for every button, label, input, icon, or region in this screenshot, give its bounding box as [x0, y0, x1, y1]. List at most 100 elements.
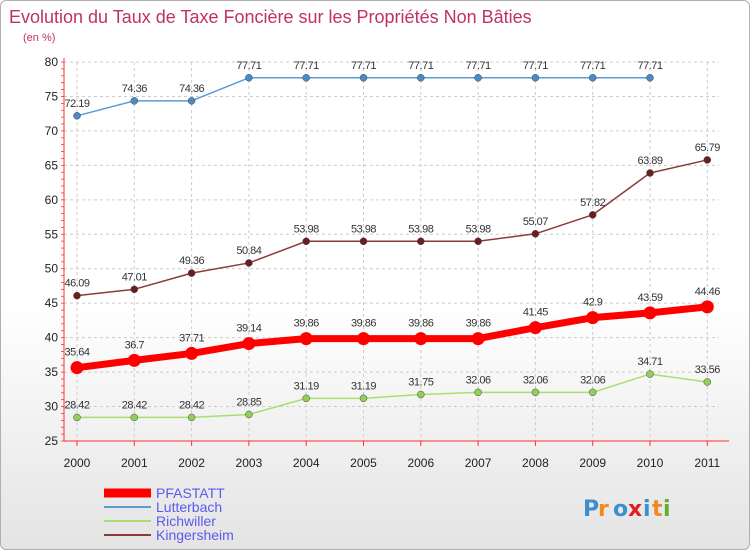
series-line-pfastatt	[73, 303, 711, 372]
point-pfastatt	[643, 306, 657, 320]
point-pfastatt	[357, 332, 370, 346]
logo-letter: P	[583, 497, 599, 522]
proxiti-logo: Pr o x i t i	[583, 497, 671, 522]
data-label-richwiller: 31.19	[351, 380, 376, 392]
point-kingersheim	[245, 259, 253, 267]
data-label-lutterbach: 74.36	[179, 83, 204, 95]
point-richwiller	[646, 370, 654, 378]
y-tick-label: 55	[45, 227, 59, 241]
data-label-kingersheim: 53.98	[294, 223, 319, 235]
data-label-pfastatt: 36.7	[125, 339, 145, 351]
data-label-lutterbach: 77.71	[466, 60, 491, 72]
y-tick-label: 30	[45, 400, 59, 414]
point-richwiller	[245, 410, 253, 419]
point-lutterbach	[646, 74, 654, 82]
data-label-pfastatt: 35.64	[64, 347, 89, 359]
point-kingersheim	[130, 285, 139, 294]
x-tick-label: 2006	[407, 456, 434, 470]
data-label-richwiller: 32.06	[466, 374, 491, 386]
data-label-pfastatt: 43.59	[637, 292, 662, 304]
point-lutterbach	[474, 74, 482, 82]
point-pfastatt	[528, 321, 542, 335]
logo-letter: i	[643, 497, 651, 522]
legend-label-lutterbach: Lutterbach	[156, 499, 222, 515]
x-tick-label: 2010	[637, 456, 664, 470]
series-group	[70, 74, 714, 422]
y-tick-label: 65	[45, 158, 59, 172]
data-label-lutterbach: 77.71	[523, 60, 548, 72]
point-richwiller	[73, 413, 81, 422]
data-label-richwiller: 34.71	[637, 356, 662, 368]
point-kingersheim	[646, 169, 654, 177]
data-label-lutterbach: 77.71	[408, 60, 433, 72]
point-lutterbach	[245, 74, 253, 82]
data-label-lutterbach: 72.19	[64, 98, 89, 110]
point-richwiller	[474, 388, 482, 397]
data-label-kingersheim: 55.07	[523, 216, 548, 228]
data-label-richwiller: 31.19	[294, 380, 319, 392]
data-label-kingersheim: 49.36	[179, 255, 204, 267]
point-kingersheim	[588, 211, 597, 219]
point-richwiller	[302, 394, 310, 403]
point-kingersheim	[703, 156, 712, 164]
point-richwiller	[588, 388, 597, 397]
point-pfastatt	[185, 346, 199, 360]
data-label-kingersheim: 57.82	[580, 197, 605, 209]
data-label-kingersheim: 50.84	[236, 245, 261, 257]
x-tick-label: 2003	[236, 456, 263, 470]
x-tick-label: 2009	[579, 456, 606, 470]
data-label-pfastatt: 39.86	[351, 318, 376, 330]
x-tick-label: 2008	[522, 456, 549, 470]
y-tick-label: 80	[45, 55, 59, 69]
point-pfastatt	[299, 332, 313, 346]
point-pfastatt	[471, 332, 485, 346]
legend-label-richwiller: Richwiller	[156, 513, 216, 529]
y-tick-label: 75	[45, 89, 59, 103]
point-lutterbach	[73, 112, 81, 120]
data-label-richwiller: 32.06	[523, 374, 548, 386]
data-label-kingersheim: 47.01	[122, 271, 147, 283]
x-tick-label: 2001	[121, 456, 148, 470]
data-label-richwiller: 33.56	[695, 364, 720, 376]
point-kingersheim	[474, 237, 482, 246]
point-lutterbach	[187, 97, 196, 105]
data-label-kingersheim: 53.98	[466, 223, 491, 235]
data-label-pfastatt: 42.9	[583, 297, 603, 309]
point-richwiller	[359, 394, 368, 403]
y-tick-label: 35	[45, 365, 59, 379]
x-tick-label: 2000	[64, 456, 91, 470]
data-label-kingersheim: 53.98	[408, 223, 433, 235]
data-label-richwiller: 28.42	[179, 399, 204, 411]
y-tick-label: 70	[45, 124, 59, 138]
point-richwiller	[703, 378, 712, 386]
data-label-lutterbach: 77.71	[236, 60, 261, 72]
y-tick-label: 45	[45, 296, 59, 310]
data-label-lutterbach: 77.71	[351, 60, 376, 72]
grid	[64, 61, 719, 442]
point-lutterbach	[531, 74, 540, 82]
point-pfastatt	[700, 300, 714, 314]
data-label-pfastatt: 41.45	[523, 307, 548, 319]
y-tick-label: 60	[45, 193, 59, 207]
logo-letter: r	[598, 497, 609, 522]
data-label-richwiller: 28.42	[122, 399, 147, 411]
data-label-lutterbach: 77.71	[294, 60, 319, 72]
logo-letter: x	[628, 497, 642, 522]
series-line-kingersheim	[76, 159, 709, 297]
data-label-kingersheim: 63.89	[637, 155, 662, 167]
data-label-pfastatt: 39.86	[408, 318, 433, 330]
chart-subtitle: (en %)	[23, 32, 55, 44]
data-label-pfastatt: 39.86	[294, 318, 319, 330]
x-tick-label: 2007	[465, 456, 492, 470]
point-lutterbach	[130, 97, 139, 105]
point-richwiller	[187, 413, 196, 422]
data-label-kingersheim: 65.79	[695, 142, 720, 154]
logo-letter: t	[652, 497, 663, 522]
data-label-richwiller: 28.42	[64, 399, 89, 411]
point-pfastatt	[414, 332, 428, 346]
y-tick-label: 25	[45, 434, 59, 448]
data-label-lutterbach: 74.36	[122, 83, 147, 95]
point-kingersheim	[73, 291, 81, 300]
